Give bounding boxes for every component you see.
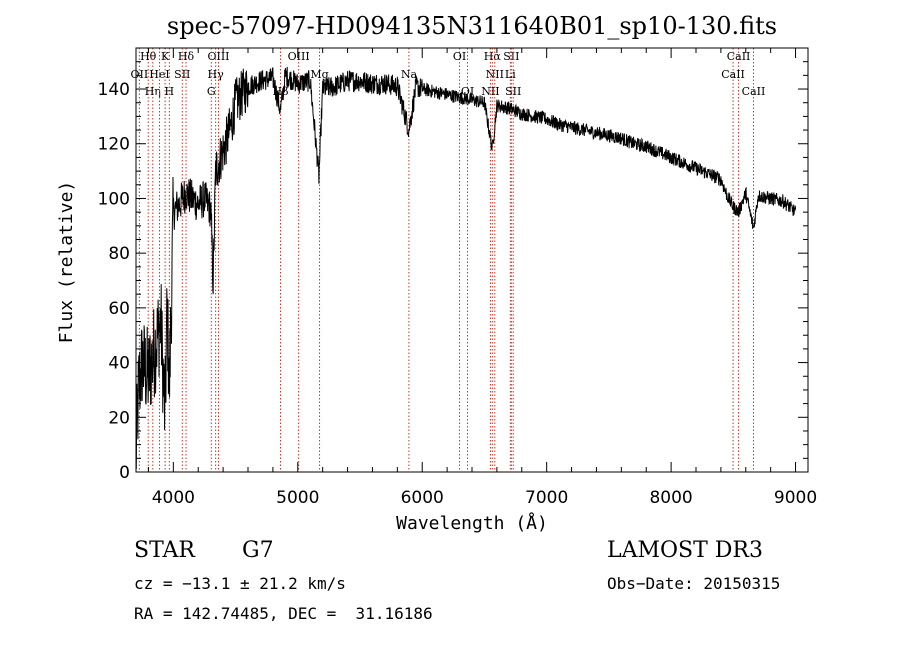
line-label: H [165,85,175,98]
line-label: OII [131,68,149,81]
line-label: NII [481,85,499,98]
obs-date: Obs−Date: 20150315 [607,574,781,593]
y-tick-label: 40 [108,354,130,374]
y-tick-label: 80 [108,244,130,264]
y-axis-label: Flux (relative) [56,181,77,344]
line-label: OIII [207,50,229,63]
plot-frame [135,47,809,473]
y-tick-label: 100 [98,189,130,209]
x-tick-label: 9000 [774,488,817,508]
x-tick-label: 5000 [276,488,319,508]
x-axis-label: Wavelength (Å) [396,512,548,534]
y-tick-label: 60 [108,299,130,319]
line-label: Li [505,68,516,81]
line-label: Hη [145,85,161,98]
spectrum-curve [135,66,797,470]
x-tick-label: 6000 [401,488,444,508]
x-tick-label: 4000 [152,488,195,508]
object-type: STAR [134,538,195,563]
line-label: NII [486,68,504,81]
line-label: G [207,85,216,98]
y-tick-label: 20 [108,408,130,428]
line-label: CaII [727,50,751,63]
line-label: Hγ [208,68,225,81]
coordinates: RA = 142.74485, DEC = 31.16186 [134,604,433,623]
y-tick-label: 120 [98,135,130,155]
line-label: SII [503,50,519,63]
line-label: Na [401,68,418,81]
line-label: K [161,50,170,63]
survey-name: LAMOST DR3 [607,538,763,563]
y-tick-label: 0 [119,463,130,483]
redshift-value: cz = −13.1 ± 21.2 km/s [134,574,346,593]
line-label: CaII [721,68,745,81]
line-label: Hα [484,50,502,63]
line-label: SII [174,68,190,81]
axis-ticks: 4000 5000 6000 7000 8000 9000 0 20 40 60 80 100 120 1… [98,48,817,508]
line-label: CaII [742,85,766,98]
x-tick-label: 8000 [649,488,692,508]
emission-line-markers: HθOIIHηKHeIHHδSIIOIIIHγGOIIIMgHβNaOIOIHα… [131,48,766,472]
line-label: OIII [288,50,310,63]
line-label: HeI [149,68,169,81]
x-tick-label: 7000 [525,488,568,508]
line-label: OI [453,50,466,63]
line-label: Hδ [178,50,195,63]
line-label: SII [505,85,521,98]
line-label: Mg [310,68,328,81]
chart-title: spec-57097-HD094135N311640B01_sp10-130.f… [167,12,777,40]
y-tick-label: 140 [98,80,130,100]
object-subclass: G7 [242,538,274,563]
